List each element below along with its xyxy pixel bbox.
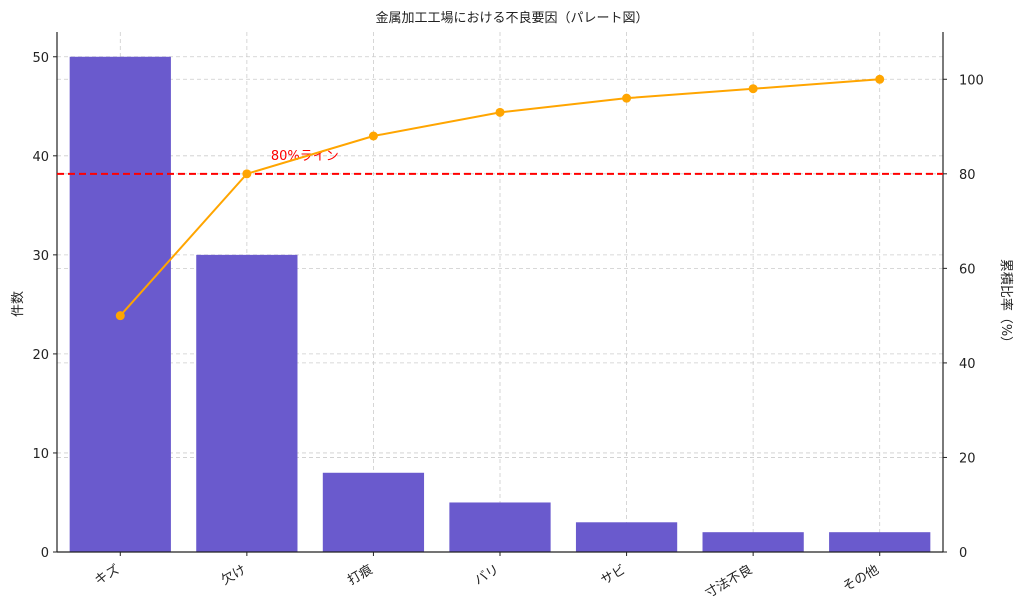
axes (53, 32, 947, 556)
cumulative-point (875, 74, 885, 84)
x-tick-label: その他 (840, 562, 881, 594)
y2-tick-label: 40 (959, 357, 976, 372)
y2-tick-label: 100 (959, 73, 984, 88)
cumulative-line-series (115, 74, 885, 321)
cumulative-point (368, 131, 378, 141)
bar (702, 532, 804, 552)
x-tick-label: 欠け (218, 562, 249, 589)
bar (575, 522, 678, 552)
cumulative-point (622, 93, 632, 103)
bar (829, 532, 931, 552)
cumulative-point (115, 311, 125, 321)
bar-series (69, 56, 931, 553)
x-tick-label: キズ (92, 562, 123, 589)
y-tick-label: 20 (32, 348, 49, 363)
y2-axis-title: 累積比率（%） (998, 259, 1014, 349)
cumulative-point (748, 84, 758, 94)
y-tick-label: 50 (32, 51, 49, 66)
bar (449, 502, 551, 552)
x-tick-label: バリ (472, 562, 502, 588)
y2-tick-label: 0 (959, 546, 967, 561)
cumulative-point (242, 169, 252, 179)
y2-tick-label: 80 (959, 168, 976, 183)
chart-title: 金属加工工場における不良要因（パレート図） (375, 10, 648, 26)
cumulative-point (495, 107, 505, 117)
y2-tick-label: 60 (959, 262, 976, 277)
x-tick-label: 寸法不良 (702, 562, 755, 602)
x-tick-label: サビ (599, 562, 629, 588)
y-tick-label: 30 (32, 249, 49, 264)
bar (196, 254, 298, 552)
x-tick-label: 打痕 (345, 562, 376, 589)
bar (322, 472, 425, 552)
y-tick-label: 10 (32, 447, 49, 462)
y-tick-label: 0 (41, 546, 49, 561)
bar (69, 56, 171, 553)
y2-tick-label: 20 (959, 451, 976, 466)
y-tick-label: 40 (32, 150, 49, 165)
y-axis-title: 件数 (11, 291, 26, 317)
